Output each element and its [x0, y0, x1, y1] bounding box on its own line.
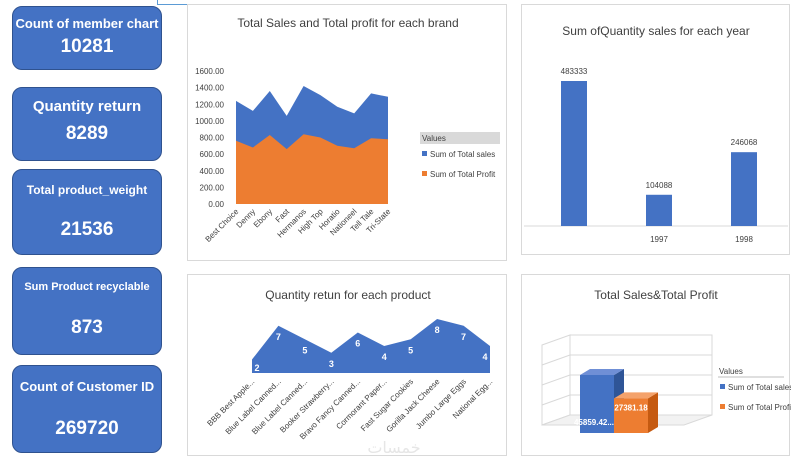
kpi-value: 8289 [65, 123, 109, 144]
bar-3d-front [614, 398, 648, 433]
area-data-label: 6 [355, 339, 360, 349]
bar [646, 194, 672, 226]
kpi-quantity-return-card: Quantity return 8289 [12, 87, 162, 161]
brand-sales-profit-chart: Total Sales and Total profit for each br… [195, 16, 500, 244]
legend-swatch-profit [422, 171, 427, 176]
product-return-chart-panel: Quantity retun for each product 2 7 5 3 6 4 5 8… [187, 274, 507, 457]
kpi-value: 10281 [60, 36, 114, 57]
wall-gridline [541, 394, 571, 406]
total-sales-profit-3d-chart-panel: Total Sales&Total Profit 45859.42... 2738… [521, 274, 791, 456]
series-area-quantity-return [252, 319, 490, 373]
y-tick-label: 1600.00 [195, 67, 224, 76]
kpi-label: Count of member chart [15, 16, 159, 31]
bar-3d-top [614, 392, 658, 399]
product-return-chart: Quantity retun for each product 2 7 5 3 6 4 5 8… [205, 288, 494, 457]
bar-3d-top [580, 369, 624, 375]
chart-title: Quantity retun for each product [265, 288, 431, 302]
y-tick-label: 1200.00 [195, 100, 224, 109]
area-data-label: 2 [254, 363, 259, 373]
area-data-label: 5 [408, 345, 413, 355]
legend-swatch-profit [720, 404, 725, 409]
kpi-value: 873 [71, 317, 103, 338]
yearly-quantity-chart: Sum ofQuantity sales for each year 48333… [524, 24, 788, 244]
kpi-label: Quantity return [32, 98, 142, 115]
x-tick-label: 1997 [650, 235, 668, 244]
kpi-value: 21536 [60, 219, 114, 240]
kpi-recyclable-card: Sum Product recyclable 873 [12, 267, 162, 355]
bar-data-label: 104088 [646, 181, 673, 190]
bar-3d-front [580, 375, 614, 433]
bar-3d-side [648, 392, 658, 433]
watermark: خمسات [367, 438, 420, 457]
x-tick-label: BBB Best Apple... [205, 377, 256, 428]
kpi-customer-count-card: Count of Customer ID 269720 [12, 365, 162, 453]
kpi-product-weight-card: Total product_weight 21536 [12, 169, 162, 255]
kpi-member-count-card: Count of member chart 10281 [12, 6, 162, 70]
y-tick-label: 400.00 [200, 167, 225, 176]
legend-title: Values [422, 134, 446, 143]
y-tick-label: 200.00 [200, 183, 225, 192]
y-tick-label: 600.00 [200, 150, 225, 159]
bar [561, 81, 587, 226]
legend-title: Values [719, 367, 743, 376]
legend-header-bg [420, 132, 500, 144]
legend-item-profit: Sum of Total Profit [430, 170, 496, 179]
legend-item-sales: Sum of Total sales [728, 383, 791, 392]
wall-gridline [541, 374, 571, 386]
kpi-value: 269720 [55, 418, 119, 439]
bar-data-label: 45859.42... [574, 418, 614, 427]
area-data-label: 4 [382, 352, 387, 362]
area-data-label: 3 [329, 359, 334, 369]
area-data-label: 7 [461, 332, 466, 342]
chart-title: Total Sales and Total profit for each br… [237, 16, 458, 30]
bar-data-label: 483333 [561, 67, 588, 76]
bar-data-label: 246068 [731, 138, 758, 147]
brand-sales-profit-chart-panel: Total Sales and Total profit for each br… [187, 4, 507, 261]
y-tick-label: 1000.00 [195, 117, 224, 126]
x-tick-label: Ebony [252, 207, 274, 229]
legend-swatch-sales [422, 151, 427, 156]
kpi-label: Total product_weight [26, 183, 148, 197]
bar [731, 152, 757, 226]
x-tick-label: 1998 [735, 235, 753, 244]
legend-swatch-sales [720, 384, 725, 389]
area-data-label: 4 [482, 352, 487, 362]
y-tick-label: 0.00 [208, 200, 224, 209]
total-sales-profit-3d-chart: Total Sales&Total Profit 45859.42...2738… [541, 288, 791, 433]
legend-item-sales: Sum of Total sales [430, 150, 495, 159]
bar-data-label: 27381.18 [614, 403, 648, 412]
chart-title: Sum ofQuantity sales for each year [562, 24, 749, 38]
kpi-label: Sum Product recyclable [24, 281, 150, 293]
y-tick-label: 1400.00 [195, 84, 224, 93]
kpi-label: Count of Customer ID [19, 379, 155, 394]
series-area-total-profit [236, 134, 388, 204]
area-data-label: 8 [435, 325, 440, 335]
y-tick-label: 800.00 [200, 134, 225, 143]
wall-gridline [541, 354, 571, 366]
legend-item-profit: Sum of Total Profit [728, 403, 791, 412]
area-data-label: 7 [276, 332, 281, 342]
chart-title: Total Sales&Total Profit [594, 288, 718, 302]
yearly-quantity-chart-panel: Sum ofQuantity sales for each year 48333… [521, 4, 790, 255]
area-data-label: 5 [302, 345, 307, 355]
